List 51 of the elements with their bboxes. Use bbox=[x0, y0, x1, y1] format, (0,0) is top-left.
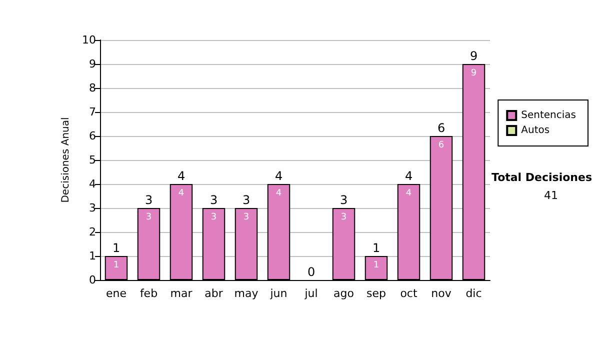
total-label: 4 bbox=[177, 169, 186, 183]
total-label: 4 bbox=[274, 169, 283, 183]
total-label: 1 bbox=[112, 241, 120, 255]
data-label: 3 bbox=[340, 212, 347, 222]
data-label: 4 bbox=[276, 188, 282, 198]
x-tick-label: mar bbox=[170, 287, 193, 300]
x-tick-label: nov bbox=[431, 287, 452, 300]
legend-label: Sentencias bbox=[521, 110, 576, 121]
y-tick-label: 1 bbox=[89, 250, 96, 262]
data-label: 3 bbox=[243, 212, 250, 222]
x-tick-label: ago bbox=[334, 287, 354, 300]
total-label: 4 bbox=[404, 169, 413, 183]
total-label: 3 bbox=[144, 193, 153, 207]
y-tick-label: 2 bbox=[89, 226, 96, 238]
y-tick-label: 9 bbox=[89, 58, 96, 70]
x-tick-label: sep bbox=[366, 287, 386, 300]
x-tick-label: ene bbox=[106, 287, 127, 300]
x-tick-label: dic bbox=[466, 287, 482, 300]
x-tick-label: abr bbox=[204, 287, 224, 300]
x-tick-label: feb bbox=[140, 287, 158, 300]
data-label: 3 bbox=[210, 212, 217, 222]
data-label: 4 bbox=[406, 188, 412, 198]
text: 41 bbox=[544, 189, 558, 202]
total-label: 3 bbox=[340, 193, 348, 207]
x-tick-label: jun bbox=[269, 287, 288, 300]
y-axis-title: Decisiones Anual bbox=[60, 117, 72, 203]
total-label: 6 bbox=[437, 121, 446, 135]
y-tick-label: 5 bbox=[89, 154, 96, 166]
total-label: 9 bbox=[470, 49, 478, 63]
text: Total Decisiones bbox=[492, 171, 592, 184]
y-tick-label: 3 bbox=[89, 202, 96, 214]
y-tick-label: 6 bbox=[89, 130, 96, 142]
y-tick-label: 0 bbox=[89, 274, 96, 286]
data-label: 1 bbox=[113, 260, 120, 270]
y-tick-label: 10 bbox=[82, 34, 96, 46]
x-tick-label: jul bbox=[304, 287, 318, 300]
data-label: 9 bbox=[470, 68, 477, 78]
y-tick-label: 4 bbox=[89, 178, 96, 190]
total-label: 1 bbox=[372, 241, 380, 255]
x-tick-label: oct bbox=[400, 287, 418, 300]
data-label: 6 bbox=[438, 140, 444, 150]
x-tick-label: may bbox=[234, 287, 259, 300]
data-label: 3 bbox=[146, 212, 152, 222]
total-label: 3 bbox=[242, 193, 250, 207]
total-label: 3 bbox=[210, 193, 218, 207]
legend-label: Autos bbox=[521, 125, 550, 136]
y-tick-label: 7 bbox=[89, 106, 96, 118]
total-label: 0 bbox=[307, 265, 316, 279]
y-tick-label: 8 bbox=[89, 82, 96, 94]
data-label: 1 bbox=[373, 260, 380, 270]
data-label: 4 bbox=[178, 188, 184, 198]
